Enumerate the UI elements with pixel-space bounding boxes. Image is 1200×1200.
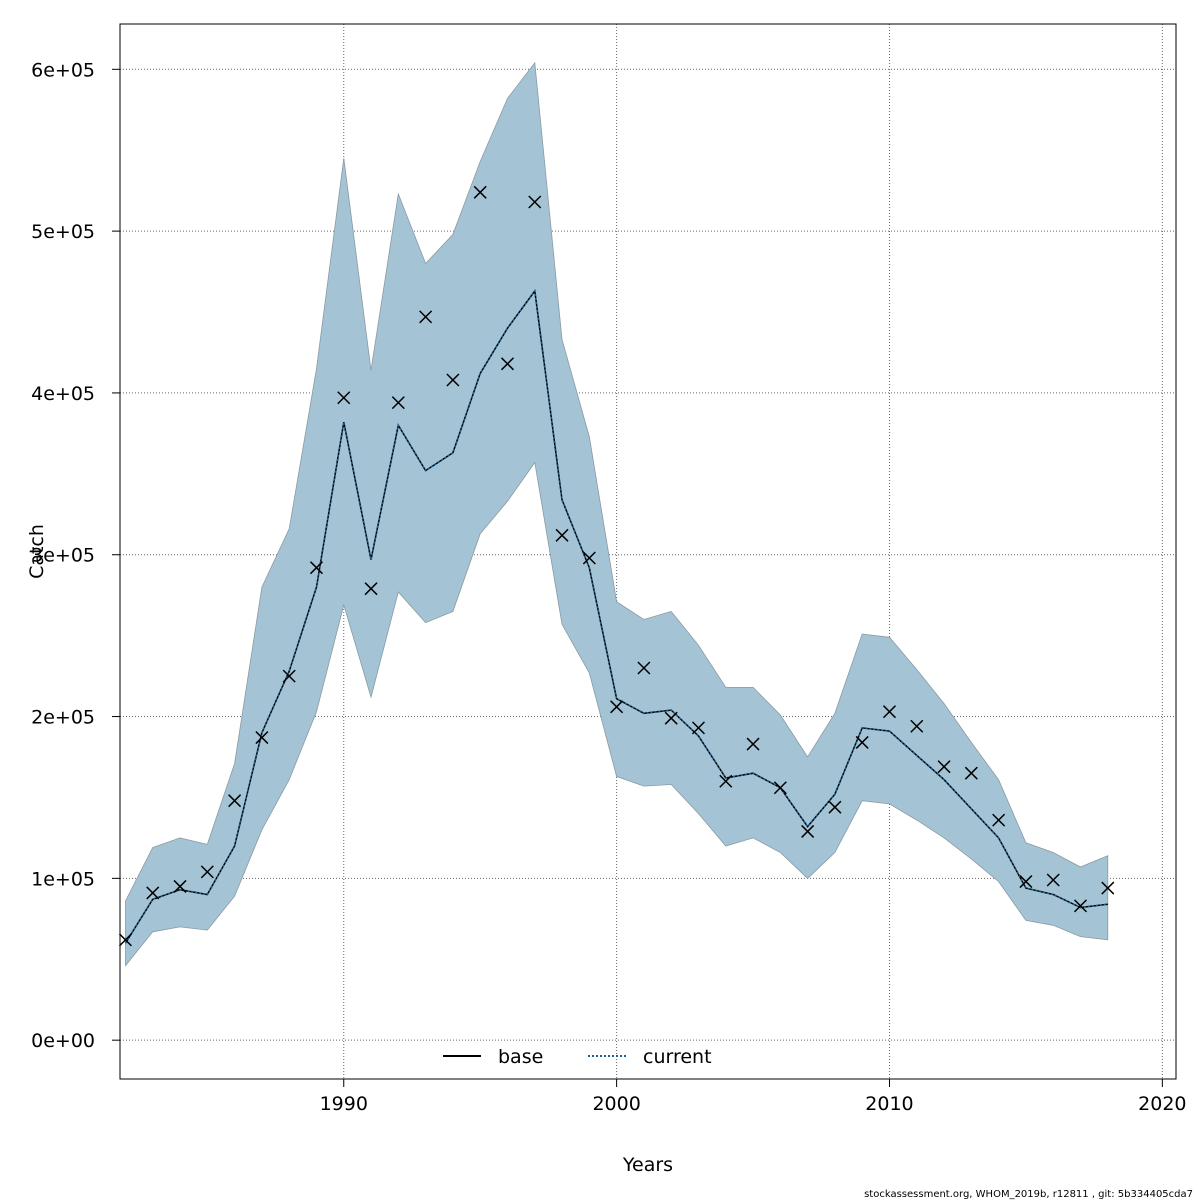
- catch-marker: [473, 185, 487, 199]
- catch-marker: [582, 551, 596, 565]
- plot-frame: [119, 23, 1177, 1080]
- catch-marker: [228, 794, 242, 808]
- y-tick-label: 6e+05: [31, 59, 95, 81]
- footer-credit: stockassessment.org, WHOM_2019b, r12811 …: [864, 1189, 1193, 1200]
- catch-marker: [528, 195, 542, 209]
- catch-marker: [419, 310, 433, 324]
- y-axis-title: Catch: [26, 524, 48, 579]
- observed-catch-markers: [118, 185, 1115, 947]
- x-axis-title: Years: [622, 1154, 673, 1176]
- catch-marker: [1046, 873, 1060, 887]
- x-tick-label: 2000: [592, 1093, 640, 1115]
- confidence-band: [125, 61, 1109, 967]
- catch-marker: [964, 766, 978, 780]
- catch-marker: [637, 661, 651, 675]
- x-tick-label: 2010: [865, 1093, 913, 1115]
- catch-marker: [446, 373, 460, 387]
- catch-marker: [664, 711, 678, 725]
- y-tick-label: 4e+05: [31, 383, 95, 405]
- y-tick-label: 5e+05: [31, 221, 95, 243]
- legend-label-base: base: [498, 1046, 543, 1068]
- catch-marker: [391, 396, 405, 410]
- y-axis: 0e+00 1e+05 2e+05 3e+05 4e+05 5e+05 6e+05: [31, 59, 120, 1052]
- catch-marker: [282, 669, 296, 683]
- x-axis: 1990 2000 2010 2020: [320, 1079, 1187, 1115]
- catch-marker: [691, 721, 706, 735]
- catch-marker: [364, 582, 378, 596]
- y-tick-label: 1e+05: [31, 868, 95, 890]
- catch-marker: [855, 735, 869, 749]
- catch-marker: [555, 528, 569, 542]
- catch-marker: [255, 731, 269, 745]
- y-tick-label: 0e+00: [31, 1030, 95, 1052]
- catch-marker: [118, 933, 132, 947]
- catch-marker: [773, 781, 787, 795]
- catch-marker: [882, 705, 897, 719]
- catch-marker: [937, 760, 951, 774]
- grid-lines: [120, 24, 1176, 1079]
- legend: base current: [443, 1046, 712, 1068]
- catch-marker: [337, 391, 351, 405]
- catch-marker: [828, 800, 842, 814]
- catch-marker: [1019, 875, 1033, 889]
- series-line-current: [124, 288, 1108, 944]
- y-tick-label: 2e+05: [31, 707, 95, 729]
- catch-marker: [746, 737, 760, 751]
- legend-label-current: current: [643, 1046, 712, 1068]
- catch-marker: [146, 886, 160, 900]
- catch-marker: [173, 879, 187, 893]
- catch-marker: [309, 561, 323, 575]
- y-tick-label: 3e+05: [31, 545, 95, 567]
- catch-marker: [1101, 881, 1115, 895]
- catch-marker: [610, 700, 624, 714]
- catch-marker: [910, 719, 924, 733]
- catch-marker: [801, 824, 815, 838]
- catch-marker: [500, 357, 515, 371]
- catch-marker: [200, 865, 214, 879]
- x-tick-label: 2020: [1138, 1093, 1186, 1115]
- catch-marker: [1073, 899, 1088, 913]
- x-tick-label: 1990: [320, 1093, 368, 1115]
- catch-marker: [992, 813, 1006, 827]
- catch-marker: [719, 774, 733, 788]
